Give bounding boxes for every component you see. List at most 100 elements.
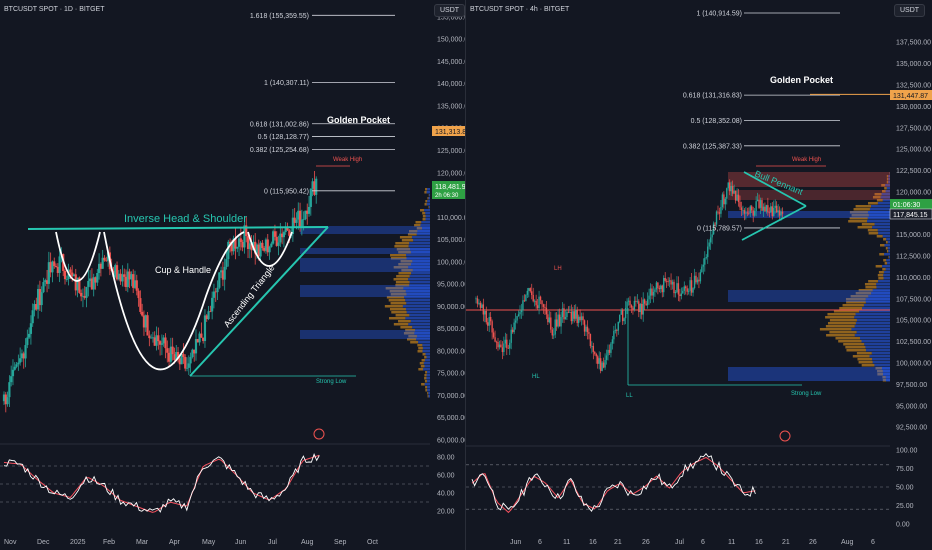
oscillator-axis-tick: 0.00 bbox=[896, 522, 910, 529]
candle-body bbox=[99, 263, 102, 269]
candle-body bbox=[572, 311, 574, 322]
candle-body bbox=[489, 317, 492, 322]
volume-profile-bar bbox=[885, 376, 890, 379]
volume-profile-bar bbox=[874, 364, 890, 367]
candle-body bbox=[28, 333, 31, 338]
candle-body bbox=[153, 337, 156, 346]
price-axis-tick: 122,500.00 bbox=[896, 168, 931, 175]
ascending-triangle-support bbox=[189, 226, 329, 377]
countdown-tag bbox=[890, 199, 932, 209]
volume-profile-bar bbox=[410, 251, 430, 254]
cup-handle-label: Cup & Handle bbox=[155, 265, 211, 275]
volume-profile-bar bbox=[877, 202, 890, 205]
candle-body bbox=[598, 358, 600, 364]
candle-body bbox=[22, 353, 25, 359]
volume-profile-bar bbox=[887, 247, 890, 250]
volume-profile-bar bbox=[889, 256, 890, 259]
volume-profile-bar bbox=[886, 238, 890, 241]
candle-body bbox=[633, 300, 636, 310]
candle-body bbox=[90, 278, 94, 290]
candle-body bbox=[770, 206, 772, 213]
volume-profile-bar bbox=[819, 328, 852, 331]
right-currency-badge[interactable]: USDT bbox=[894, 4, 926, 17]
candle-body bbox=[157, 335, 160, 342]
fib-level-label: 0.5 (128,352.08) bbox=[691, 118, 742, 125]
candle-body bbox=[83, 295, 86, 298]
volume-profile-bar bbox=[408, 230, 418, 233]
price-axis-tick: 102,500.00 bbox=[896, 339, 931, 346]
volume-profile-bar bbox=[424, 374, 427, 377]
left-currency-badge[interactable]: USDT bbox=[434, 4, 465, 17]
candle-body bbox=[40, 292, 43, 306]
candle-body bbox=[304, 210, 307, 220]
candle-body bbox=[51, 261, 54, 273]
candle-body bbox=[594, 351, 596, 354]
candle-body bbox=[133, 280, 137, 288]
candle-body bbox=[259, 242, 262, 257]
right-chart-panel[interactable]: 137,500.00 135,000.00 132,500.00 130,000.00… bbox=[466, 0, 932, 550]
volume-profile-bar bbox=[425, 371, 428, 374]
candle-body bbox=[668, 280, 671, 282]
volume-zone-band bbox=[728, 367, 890, 381]
volume-profile-bar bbox=[874, 193, 882, 196]
volume-profile-bar bbox=[422, 344, 430, 347]
candle-body bbox=[482, 304, 485, 315]
left-chart-canvas[interactable]: 155,000.00 150,000.00 145,000.00 140,000.00… bbox=[0, 0, 466, 550]
price-axis-tick: 107,500.00 bbox=[896, 296, 931, 303]
candle-body bbox=[589, 333, 592, 347]
volume-profile-bar bbox=[886, 250, 889, 253]
volume-profile-bar bbox=[421, 383, 425, 386]
candle-body bbox=[761, 200, 763, 211]
candle-body bbox=[80, 292, 83, 297]
candle-body bbox=[610, 343, 612, 353]
right-chart-title: BTCUSDT SPOT · 4h · BITGET bbox=[470, 6, 570, 13]
candle-body bbox=[768, 212, 771, 214]
volume-profile-bar bbox=[825, 316, 855, 319]
volume-profile-bar bbox=[856, 319, 890, 322]
candle-body bbox=[621, 309, 624, 322]
volume-profile-bar bbox=[886, 175, 889, 178]
volume-profile-bar bbox=[868, 232, 879, 235]
volume-profile-bar bbox=[424, 356, 427, 359]
time-axis-tick: 2025 bbox=[70, 539, 86, 546]
volume-profile-bar bbox=[393, 266, 409, 269]
volume-profile-bar bbox=[825, 325, 855, 328]
volume-profile-bar bbox=[391, 311, 407, 314]
volume-profile-bar bbox=[408, 266, 430, 269]
volume-profile-bar bbox=[409, 242, 430, 245]
volume-profile-bar bbox=[865, 286, 877, 289]
candle-body bbox=[503, 343, 505, 353]
volume-profile-bar bbox=[866, 349, 890, 352]
candle-body bbox=[121, 274, 124, 282]
candle-body bbox=[202, 337, 205, 342]
time-axis-tick: Sep bbox=[334, 539, 347, 546]
candle-body bbox=[246, 236, 250, 249]
candle-body bbox=[167, 352, 171, 362]
candle-body bbox=[583, 320, 586, 332]
candle-body bbox=[635, 300, 637, 302]
volume-profile-bar bbox=[846, 301, 866, 304]
candle-body bbox=[203, 315, 207, 342]
candle-body bbox=[743, 210, 746, 214]
candle-body bbox=[564, 317, 567, 320]
volume-profile-bar bbox=[402, 305, 430, 308]
price-axis-tick: 125,000.00 bbox=[437, 148, 466, 155]
candle-body bbox=[523, 300, 526, 302]
candle-body bbox=[557, 314, 559, 327]
price-countdown: 01:06:30 bbox=[893, 202, 920, 209]
volume-profile-bar bbox=[418, 368, 424, 371]
volume-profile-bar bbox=[409, 275, 430, 278]
left-chart-panel[interactable]: 155,000.00 150,000.00 145,000.00 140,000.00… bbox=[0, 0, 466, 550]
volume-profile-bar bbox=[390, 257, 407, 260]
candle-body bbox=[500, 344, 502, 348]
candle-body bbox=[166, 348, 169, 353]
right-chart-canvas[interactable]: 137,500.00 135,000.00 132,500.00 130,000.00… bbox=[466, 0, 932, 550]
candle-body bbox=[484, 310, 486, 315]
price-axis-tick: 115,000.00 bbox=[896, 232, 931, 239]
candle-body bbox=[63, 270, 67, 280]
volume-profile-bar bbox=[421, 221, 430, 224]
volume-profile-bar bbox=[885, 241, 888, 244]
candle-body bbox=[532, 295, 534, 302]
candle-body bbox=[651, 288, 653, 296]
candle-body bbox=[752, 210, 754, 216]
